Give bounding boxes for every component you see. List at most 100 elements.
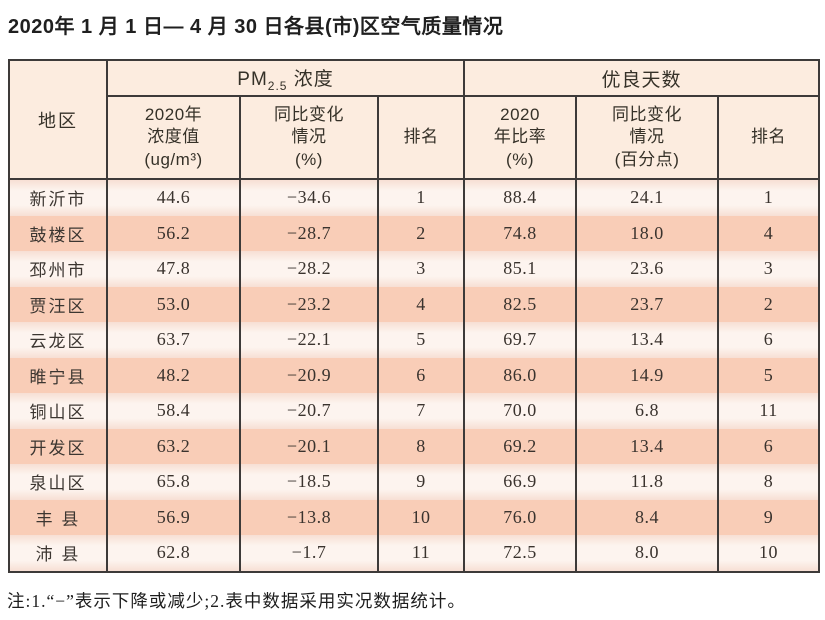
gd-rank-cell: 6 <box>717 322 821 358</box>
pm-change-cell: −20.7 <box>239 393 379 429</box>
gd-change-cell: 23.7 <box>575 286 720 322</box>
sub-header-row: 2020年 浓度值 (ug/m³) 同比变化 情况 (%) 排名 2020 年比… <box>9 95 821 180</box>
region-cell: 泉山区 <box>8 464 108 500</box>
pm25-label-subscript: 2.5 <box>267 78 288 93</box>
pm-value-cell: 44.6 <box>106 179 241 216</box>
gd-rank-cell: 8 <box>717 464 821 500</box>
table-row: 贾汪区 53.0 −23.2 4 82.5 23.7 2 <box>8 286 821 322</box>
col-header-pm-value: 2020年 浓度值 (ug/m³) <box>106 95 241 180</box>
pm-rank-cell: 2 <box>376 215 466 251</box>
table-row: 泉山区 65.8 −18.5 9 66.9 11.8 8 <box>8 464 821 500</box>
table-body: 新沂市 44.6 −34.6 1 88.4 24.1 1 鼓楼区 56.2 −2… <box>8 179 821 572</box>
gd-change-cell: 18.0 <box>575 215 720 251</box>
gd-rank-cell: 1 <box>717 179 821 216</box>
pm-value-cell: 58.4 <box>106 393 241 429</box>
footnote: 注:1.“−”表示下降或减少;2.表中数据采用实况数据统计。 <box>7 591 466 611</box>
pm-value-cell: 63.7 <box>106 322 241 358</box>
pm-value-cell: 47.8 <box>106 251 241 287</box>
gd-rank-cell: 6 <box>717 428 821 464</box>
region-cell: 鼓楼区 <box>8 215 108 251</box>
pm-value-cell: 56.2 <box>106 215 241 251</box>
group-header-pm25: PM2.5 浓度 <box>105 59 466 97</box>
col-header-gd-ratio: 2020 年比率 (%) <box>463 95 578 180</box>
gd-rank-cell: 10 <box>717 535 821 572</box>
pm-change-cell: −18.5 <box>239 464 379 500</box>
gd-rank-cell: 4 <box>717 215 821 251</box>
gd-ratio-cell: 88.4 <box>463 179 578 216</box>
pm-value-cell: 65.8 <box>106 464 241 500</box>
gd-change-cell: 23.6 <box>575 251 720 287</box>
pm-rank-cell: 3 <box>376 251 466 287</box>
col-header-pm-rank: 排名 <box>376 95 466 180</box>
gd-change-cell: 14.9 <box>575 357 720 393</box>
gd-ratio-cell: 69.2 <box>463 428 578 464</box>
gd-ratio-cell: 70.0 <box>463 393 578 429</box>
pm-change-cell: −28.2 <box>239 251 379 287</box>
table-row: 铜山区 58.4 −20.7 7 70.0 6.8 11 <box>8 393 821 429</box>
pm-rank-cell: 10 <box>376 499 466 535</box>
gd-rank-cell: 3 <box>717 251 821 287</box>
region-cell: 沛 县 <box>8 535 108 572</box>
table-row: 云龙区 63.7 −22.1 5 69.7 13.4 6 <box>8 322 821 358</box>
pm-value-cell: 62.8 <box>106 535 241 572</box>
col-header-gd-change: 同比变化 情况 (百分点) <box>575 95 720 180</box>
table-row: 沛 县 62.8 −1.7 11 72.5 8.0 10 <box>8 535 821 572</box>
pm-change-cell: −28.7 <box>239 215 379 251</box>
gd-ratio-cell: 86.0 <box>463 357 578 393</box>
pm-rank-cell: 7 <box>376 393 466 429</box>
pm-change-cell: −23.2 <box>239 286 379 322</box>
gd-ratio-cell: 72.5 <box>463 535 578 572</box>
col-header-gd-rank: 排名 <box>717 95 821 180</box>
pm-value-cell: 63.2 <box>106 428 241 464</box>
region-cell: 睢宁县 <box>8 357 108 393</box>
pm-change-cell: −20.1 <box>239 428 379 464</box>
table-row: 新沂市 44.6 −34.6 1 88.4 24.1 1 <box>8 179 821 216</box>
pm25-label-suffix: 浓度 <box>287 68 334 90</box>
table-row: 鼓楼区 56.2 −28.7 2 74.8 18.0 4 <box>8 215 821 251</box>
region-cell: 丰 县 <box>8 499 108 535</box>
table-header: 地区 PM2.5 浓度 优良天数 2020年 浓度值 (ug/m³) 同比变化 … <box>8 59 821 180</box>
region-cell: 云龙区 <box>8 322 108 358</box>
pm-change-cell: −1.7 <box>239 535 379 572</box>
table-row: 丰 县 56.9 −13.8 10 76.0 8.4 9 <box>8 499 821 535</box>
region-cell: 开发区 <box>8 428 108 464</box>
table-row: 邳州市 47.8 −28.2 3 85.1 23.6 3 <box>8 251 821 287</box>
group-header-good-days: 优良天数 <box>463 59 821 97</box>
region-cell: 新沂市 <box>8 179 108 216</box>
pm-change-cell: −22.1 <box>239 322 379 358</box>
gd-rank-cell: 2 <box>717 286 821 322</box>
pm-change-cell: −13.8 <box>239 499 379 535</box>
gd-change-cell: 8.0 <box>575 535 720 572</box>
table-row: 睢宁县 48.2 −20.9 6 86.0 14.9 5 <box>8 357 821 393</box>
gd-rank-cell: 9 <box>717 499 821 535</box>
region-cell: 贾汪区 <box>8 286 108 322</box>
col-header-pm-change: 同比变化 情况 (%) <box>239 95 379 180</box>
pm-value-cell: 48.2 <box>106 357 241 393</box>
gd-ratio-cell: 74.8 <box>463 215 578 251</box>
pm-change-cell: −34.6 <box>239 179 379 216</box>
pm-change-cell: −20.9 <box>239 357 379 393</box>
pm-rank-cell: 11 <box>376 535 466 572</box>
region-cell: 邳州市 <box>8 251 108 287</box>
gd-change-cell: 6.8 <box>575 393 720 429</box>
gd-change-cell: 13.4 <box>575 428 720 464</box>
gd-ratio-cell: 66.9 <box>463 464 578 500</box>
page-title: 2020年 1 月 1 日— 4 月 30 日各县(市)区空气质量情况 <box>8 16 504 38</box>
pm-rank-cell: 1 <box>376 179 466 216</box>
gd-ratio-cell: 76.0 <box>463 499 578 535</box>
region-cell: 铜山区 <box>8 393 108 429</box>
gd-ratio-cell: 85.1 <box>463 251 578 287</box>
gd-change-cell: 24.1 <box>575 179 720 216</box>
pm-value-cell: 56.9 <box>106 499 241 535</box>
gd-ratio-cell: 82.5 <box>463 286 578 322</box>
gd-rank-cell: 5 <box>717 357 821 393</box>
pm-rank-cell: 9 <box>376 464 466 500</box>
gd-rank-cell: 11 <box>717 393 821 429</box>
col-header-region: 地区 <box>8 59 108 180</box>
pm-rank-cell: 5 <box>376 322 466 358</box>
pm25-label-prefix: PM <box>237 68 268 90</box>
pm-rank-cell: 8 <box>376 428 466 464</box>
gd-change-cell: 13.4 <box>575 322 720 358</box>
gd-change-cell: 11.8 <box>575 464 720 500</box>
